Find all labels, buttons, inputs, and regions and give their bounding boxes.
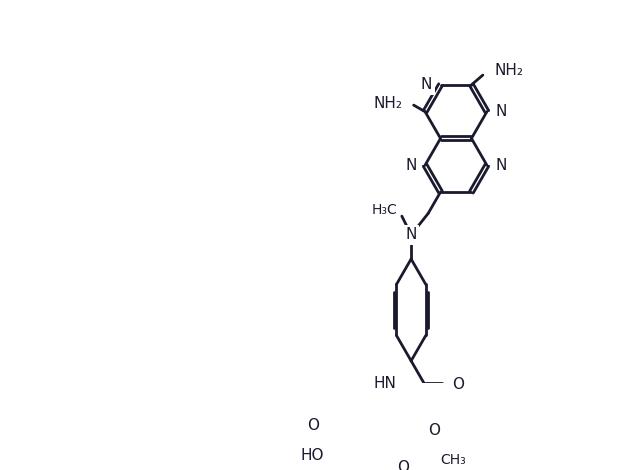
Text: NH₂: NH₂ xyxy=(373,96,403,111)
Text: HN: HN xyxy=(374,376,397,391)
Text: HO: HO xyxy=(300,448,324,463)
Text: N: N xyxy=(405,227,417,243)
Text: NH₂: NH₂ xyxy=(494,63,524,78)
Text: O: O xyxy=(397,460,410,470)
Text: N: N xyxy=(406,158,417,173)
Text: N: N xyxy=(421,78,433,92)
Text: N: N xyxy=(495,158,506,173)
Text: N: N xyxy=(495,104,506,119)
Text: O: O xyxy=(307,418,319,433)
Text: CH₃: CH₃ xyxy=(440,453,466,467)
Text: O: O xyxy=(452,377,464,392)
Text: H₃C: H₃C xyxy=(371,203,397,217)
Text: O: O xyxy=(428,423,440,438)
